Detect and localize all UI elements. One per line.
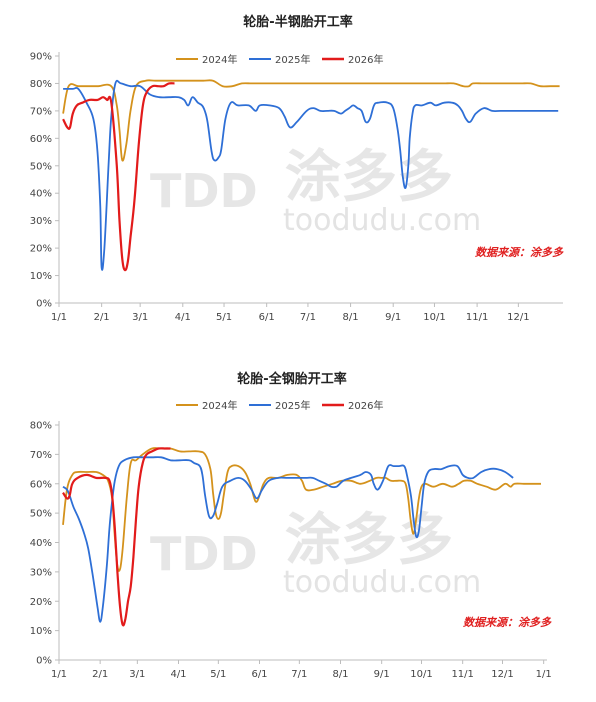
x-tick-label: 8/1	[332, 669, 348, 680]
x-tick-label: 9/1	[374, 669, 390, 680]
x-tick-label: 1/1	[51, 312, 67, 323]
y-tick-label: 60%	[30, 134, 52, 145]
legend-label: 2026年	[348, 399, 383, 412]
y-tick-label: 70%	[30, 106, 52, 117]
source-note: 数据来源：涂多多	[463, 616, 552, 629]
x-tick-label: 2/1	[94, 312, 110, 323]
watermark-url: toodudu.com	[283, 203, 481, 238]
y-tick-label: 60%	[30, 479, 52, 490]
x-tick-label: 4/1	[170, 669, 186, 680]
watermark: TDD 涂多多 toodudu.com	[150, 508, 481, 600]
series-line-2025年	[62, 456, 514, 623]
x-tick-label: 5/1	[216, 312, 232, 323]
y-tick-label: 50%	[30, 161, 52, 172]
y-tick-label: 30%	[30, 567, 52, 578]
series-line-2026年	[62, 447, 171, 627]
x-tick-label: 8/1	[343, 312, 359, 323]
x-tick-label: 7/1	[291, 669, 307, 680]
x-tick-label: 9/1	[385, 312, 401, 323]
watermark-name: 涂多多	[285, 508, 453, 573]
y-tick-label: 40%	[30, 538, 52, 549]
legend-label: 2024年	[202, 53, 237, 66]
x-tick-label: 12/1	[507, 312, 529, 323]
chart-semi-steel: 轮胎-半钢胎开工率 TDD 涂多多 toodudu.com 0% 10% 20% 30…	[0, 0, 596, 340]
x-tick-label: 1/1	[51, 669, 67, 680]
chart-title: 轮胎-全钢胎开工率	[237, 371, 346, 387]
y-tick-label: 0%	[36, 656, 52, 667]
chart-semi-steel-svg: 轮胎-半钢胎开工率 TDD 涂多多 toodudu.com 0% 10% 20% 30…	[30, 14, 564, 323]
x-tick-label: 11/1	[466, 312, 488, 323]
plot-area: 0% 10% 20% 30% 40% 50% 60% 70% 80% 1/1 2/1 3/1 4/1 5/…	[30, 421, 552, 681]
x-tick-label: 10/1	[410, 669, 432, 680]
watermark-logo: TDD	[150, 164, 258, 218]
x-tick-label: 10/1	[423, 312, 445, 323]
series-line-2024年	[62, 447, 541, 572]
x-tick-label: 6/1	[259, 312, 275, 323]
y-tick-label: 10%	[30, 271, 52, 282]
source-note: 数据来源：涂多多	[475, 246, 564, 259]
series-line-2024年	[62, 79, 560, 162]
x-tick-label: 4/1	[175, 312, 191, 323]
watermark-name: 涂多多	[285, 145, 453, 210]
legend: 2024年 2025年 2026年	[176, 399, 383, 412]
watermark-url: toodudu.com	[283, 565, 481, 600]
y-tick-label: 30%	[30, 216, 52, 227]
y-tick-label: 90%	[30, 52, 52, 63]
x-tick-label: 7/1	[300, 312, 316, 323]
y-tick-label: 80%	[30, 421, 52, 432]
series-line-2025年	[63, 79, 559, 271]
series-line-2026年	[62, 82, 175, 272]
x-tick-label: 3/1	[132, 312, 148, 323]
y-tick-label: 20%	[30, 597, 52, 608]
y-tick-label: 10%	[30, 626, 52, 637]
chart-all-steel: 轮胎-全钢胎开工率 TDD 涂多多 toodudu.com 0% 10% 20% 30…	[0, 360, 596, 702]
x-tick-label: 12/1	[491, 669, 513, 680]
y-tick-label: 0%	[36, 299, 52, 310]
plot-area: 0% 10% 20% 30% 40% 50% 60% 70% 80% 90% 1/1 2/1 3/1 4/…	[30, 52, 563, 323]
y-tick-label: 80%	[30, 79, 52, 90]
x-tick-label: 1/1	[536, 669, 552, 680]
legend-label: 2024年	[202, 399, 237, 412]
x-tick-label: 5/1	[210, 669, 226, 680]
legend-label: 2025年	[275, 399, 310, 412]
y-tick-label: 70%	[30, 450, 52, 461]
chart-all-steel-svg: 轮胎-全钢胎开工率 TDD 涂多多 toodudu.com 0% 10% 20% 30…	[30, 371, 552, 681]
legend: 2024年 2025年 2026年	[176, 53, 383, 66]
x-tick-label: 2/1	[92, 669, 108, 680]
x-tick-label: 3/1	[129, 669, 145, 680]
y-tick-label: 40%	[30, 189, 52, 200]
x-tick-label: 11/1	[451, 669, 473, 680]
x-tick-label: 6/1	[251, 669, 267, 680]
chart-title: 轮胎-半钢胎开工率	[243, 14, 352, 30]
y-tick-label: 20%	[30, 244, 52, 255]
legend-label: 2025年	[275, 53, 310, 66]
legend-label: 2026年	[348, 53, 383, 66]
watermark-logo: TDD	[150, 527, 258, 581]
watermark: TDD 涂多多 toodudu.com	[150, 145, 481, 238]
y-tick-label: 50%	[30, 509, 52, 520]
